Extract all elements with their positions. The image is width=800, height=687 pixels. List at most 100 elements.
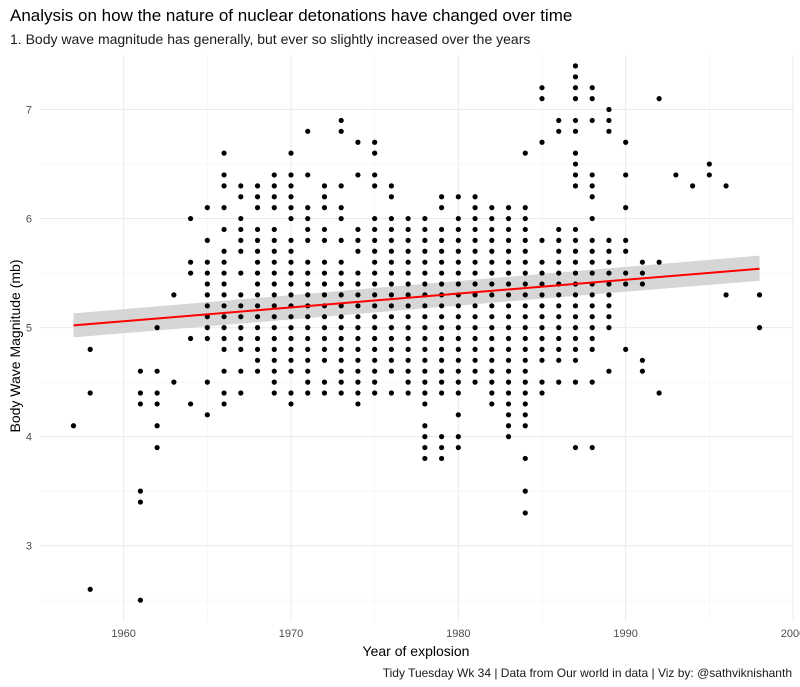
data-point (505, 390, 512, 396)
data-point (539, 96, 545, 102)
data-point (505, 248, 512, 254)
data-point (221, 292, 227, 298)
data-point (756, 292, 763, 298)
data-point (556, 226, 562, 233)
data-point (405, 346, 411, 352)
data-point (321, 314, 328, 320)
data-point (271, 270, 277, 276)
data-point (489, 314, 495, 320)
data-point (522, 150, 528, 156)
data-point (388, 270, 394, 276)
data-point (489, 248, 495, 254)
data-point (455, 379, 461, 385)
data-point (589, 85, 595, 91)
data-point (254, 259, 261, 265)
data-point (305, 226, 311, 233)
data-point (606, 292, 612, 298)
data-point (455, 325, 461, 331)
data-point (455, 237, 461, 243)
data-point (221, 346, 227, 352)
data-point (455, 346, 461, 352)
data-point (321, 346, 328, 352)
data-point (572, 357, 579, 363)
data-point (271, 346, 277, 352)
data-point (355, 292, 361, 298)
data-point (288, 183, 294, 189)
data-point (522, 390, 528, 396)
data-point (87, 346, 93, 352)
data-point (556, 292, 562, 298)
data-point (321, 183, 328, 189)
data-point (439, 357, 445, 363)
data-point (338, 325, 344, 331)
data-point (355, 303, 361, 309)
data-point (338, 357, 344, 363)
data-point (589, 96, 595, 102)
data-point (321, 259, 328, 265)
data-point (572, 259, 579, 265)
data-point (606, 237, 612, 243)
data-point (254, 314, 261, 320)
data-point (723, 292, 729, 298)
data-point (572, 303, 579, 309)
data-point (556, 117, 562, 124)
data-point (422, 346, 428, 352)
data-point (405, 215, 411, 222)
data-point (489, 401, 495, 407)
data-point (539, 346, 545, 352)
data-point (522, 237, 528, 243)
data-point (522, 292, 528, 298)
data-point (305, 368, 311, 374)
data-point (673, 172, 679, 178)
trend-line (73, 267, 760, 327)
data-point (589, 303, 595, 309)
data-point (422, 455, 428, 462)
data-point (288, 346, 294, 352)
data-point (221, 226, 227, 233)
data-point (455, 412, 461, 418)
data-point (522, 215, 528, 222)
data-point (489, 390, 495, 396)
data-point (238, 325, 244, 331)
data-point (254, 303, 261, 309)
data-point (422, 335, 428, 342)
data-point (305, 172, 311, 178)
data-point (338, 259, 344, 265)
data-point (288, 401, 294, 407)
data-point (254, 270, 261, 276)
data-point (221, 172, 227, 178)
data-point (556, 259, 562, 265)
data-point (556, 270, 562, 276)
data-point (455, 270, 461, 276)
data-point (338, 335, 344, 342)
data-point (204, 270, 210, 276)
data-point (338, 368, 344, 374)
data-point (505, 379, 512, 385)
data-point (589, 237, 595, 243)
data-point (321, 379, 328, 385)
data-point (489, 205, 495, 211)
data-point (422, 281, 428, 287)
data-point (572, 379, 579, 385)
data-point (288, 314, 294, 320)
data-point (204, 237, 210, 243)
data-point (489, 270, 495, 276)
data-point (405, 314, 411, 320)
data-point (388, 215, 394, 222)
data-point (288, 150, 294, 156)
data-point (254, 183, 261, 189)
data-point (405, 335, 411, 342)
data-point (305, 281, 311, 287)
data-point (238, 390, 244, 396)
data-point (372, 335, 378, 342)
data-point (505, 434, 512, 440)
data-point (522, 346, 528, 352)
data-point (572, 444, 579, 451)
data-point (623, 346, 629, 352)
data-point (572, 96, 579, 102)
data-point (221, 335, 227, 342)
data-point (388, 292, 394, 298)
data-point (422, 368, 428, 374)
data-point (539, 270, 545, 276)
data-point (455, 281, 461, 287)
